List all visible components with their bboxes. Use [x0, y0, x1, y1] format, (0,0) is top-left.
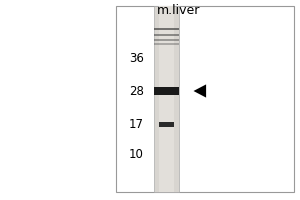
Bar: [159, 121, 174, 127]
Text: m.liver: m.liver: [157, 4, 200, 17]
Bar: [159, 6, 174, 192]
Text: 17: 17: [129, 117, 144, 130]
Text: 36: 36: [129, 52, 144, 66]
Bar: [154, 34, 179, 36]
Bar: [154, 43, 179, 45]
Polygon shape: [194, 84, 206, 98]
Text: 28: 28: [129, 85, 144, 98]
Bar: [154, 28, 179, 30]
Bar: [154, 6, 179, 192]
Bar: [116, 6, 294, 192]
Bar: [154, 87, 179, 95]
Text: 10: 10: [129, 148, 144, 162]
Bar: [154, 39, 179, 41]
